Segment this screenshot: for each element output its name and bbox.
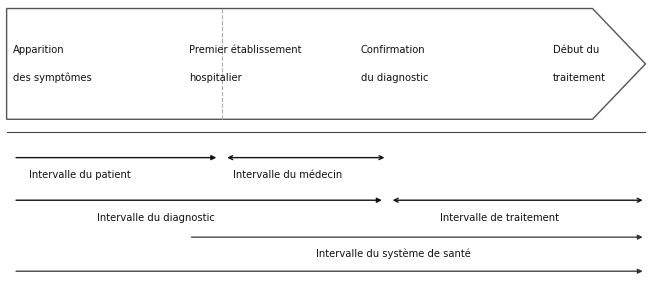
- Polygon shape: [7, 9, 645, 119]
- Text: du diagnostic: du diagnostic: [361, 73, 428, 83]
- Text: Intervalle du patient: Intervalle du patient: [28, 170, 130, 180]
- Text: hospitalier: hospitalier: [189, 73, 242, 83]
- Text: des symptômes: des symptômes: [13, 73, 92, 83]
- Text: Intervalle du système de santé: Intervalle du système de santé: [316, 248, 471, 259]
- Text: traitement: traitement: [553, 73, 606, 83]
- Text: Début du: Début du: [553, 45, 599, 55]
- Text: Confirmation: Confirmation: [361, 45, 426, 55]
- Text: Premier établissement: Premier établissement: [189, 45, 301, 55]
- Text: Apparition: Apparition: [13, 45, 65, 55]
- Text: Intervalle de traitement: Intervalle de traitement: [440, 213, 559, 223]
- Text: Intervalle du médecin: Intervalle du médecin: [233, 170, 343, 180]
- Text: Intervalle du diagnostic: Intervalle du diagnostic: [97, 213, 214, 223]
